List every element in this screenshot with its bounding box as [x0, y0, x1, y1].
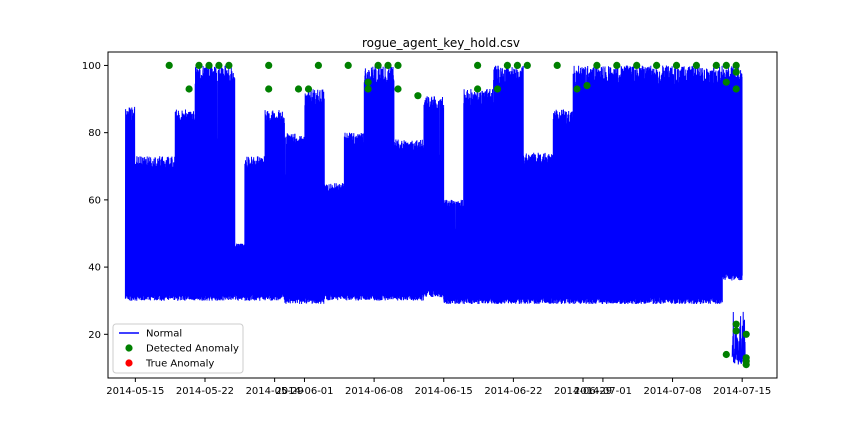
normal-segment-20 — [721, 66, 743, 281]
detected-anomaly-point-2 — [195, 61, 203, 69]
x-tick-label-1: 2014-05-22 — [176, 386, 234, 397]
x-tick-label-10: 2014-07-15 — [713, 386, 771, 397]
detected-anomaly-point-29 — [613, 61, 621, 69]
detected-anomaly-point-11 — [344, 61, 352, 69]
x-tick-label-5: 2014-06-15 — [415, 386, 473, 397]
x-tick-label-0: 2014-05-15 — [106, 386, 164, 397]
detected-anomaly-point-37 — [722, 350, 730, 359]
detected-anomaly-point-46 — [742, 361, 750, 369]
detected-anomaly-point-14 — [374, 61, 382, 69]
normal-segment-19 — [572, 65, 723, 305]
legend-true-swatch — [125, 359, 133, 367]
detected-anomaly-point-8 — [294, 85, 303, 93]
x-axis: 2014-05-15 2014-05-22 2014-05-292014-06-01… — [106, 378, 771, 397]
detected-anomaly-point-36 — [722, 78, 730, 86]
detected-anomaly-series — [165, 61, 750, 369]
legend-label-1: Detected Anomaly — [146, 344, 239, 355]
normal-segment-8 — [304, 89, 325, 304]
detected-anomaly-point-23 — [513, 61, 522, 69]
normal-segment-1 — [134, 156, 176, 301]
detected-anomaly-point-41 — [732, 68, 740, 76]
normal-segment-15 — [463, 88, 494, 305]
normal-segment-3 — [194, 65, 236, 301]
plot-marks — [124, 61, 750, 369]
detected-anomaly-point-34 — [712, 61, 720, 69]
x-tick-label-4: 2014-06-08 — [345, 386, 403, 397]
detected-anomaly-point-32 — [672, 61, 681, 69]
normal-segment-6 — [264, 110, 286, 301]
plot-frame — [107, 51, 778, 379]
normal-segment-13 — [423, 96, 445, 298]
y-tick-label-4: 100 — [82, 61, 101, 72]
y-tick-label-0: 20 — [88, 330, 101, 341]
detected-anomaly-point-5 — [225, 61, 233, 69]
x-tick-label-7: 2014-06-29 — [554, 386, 612, 397]
x-tick-label-3: 2014-06-01 — [275, 386, 333, 397]
detected-anomaly-point-22 — [503, 61, 511, 69]
y-tick-label-1: 40 — [88, 263, 101, 274]
legend-label-0: Normal — [146, 329, 182, 340]
normal-segment-2 — [174, 109, 196, 301]
y-tick-label-3: 80 — [88, 128, 101, 139]
detected-anomaly-point-42 — [732, 85, 740, 93]
normal-segment-16 — [493, 65, 524, 305]
detected-anomaly-point-4 — [215, 61, 223, 69]
detected-anomaly-point-0 — [165, 61, 173, 69]
legend: Normal Detected Anomaly True Anomaly — [112, 323, 244, 374]
detected-anomaly-point-43 — [742, 330, 750, 338]
y-axis: 20 40 60 80 100 — [82, 61, 108, 341]
legend-label-2: True Anomaly — [145, 359, 214, 370]
detected-anomaly-point-40 — [732, 61, 740, 69]
detected-anomaly-point-15 — [384, 61, 392, 69]
detected-anomaly-point-28 — [593, 61, 601, 69]
detected-anomaly-point-25 — [553, 61, 561, 69]
normal-segment-11 — [363, 65, 395, 301]
normal-series — [124, 65, 746, 365]
detected-anomaly-point-7 — [265, 61, 273, 69]
x-tick-label-8: 2014-07-01 — [574, 386, 632, 397]
detected-anomaly-point-26 — [573, 85, 581, 93]
detected-anomaly-point-19 — [474, 61, 482, 69]
normal-segment-12 — [393, 139, 425, 301]
legend-box — [112, 323, 244, 374]
detected-anomaly-point-9 — [304, 85, 313, 93]
detected-anomaly-point-12 — [364, 85, 372, 93]
x-tick-label-9: 2014-07-08 — [643, 386, 701, 397]
detected-anomaly-point-18 — [414, 92, 422, 100]
chart-title: rogue_agent_key_hold.csv — [362, 36, 520, 50]
detected-anomaly-point-6 — [265, 85, 273, 93]
x-tick-label-6: 2014-06-22 — [484, 386, 542, 397]
detected-anomaly-point-27 — [583, 82, 591, 90]
detected-anomaly-point-13 — [364, 78, 372, 86]
detected-anomaly-point-10 — [314, 61, 322, 69]
normal-segment-5 — [244, 156, 266, 301]
detected-anomaly-point-31 — [653, 61, 661, 69]
detected-anomaly-point-17 — [394, 85, 402, 93]
y-tick-label-2: 60 — [88, 195, 101, 206]
detected-anomaly-point-20 — [474, 85, 482, 93]
detected-anomaly-point-1 — [185, 85, 193, 93]
normal-segment-9 — [323, 183, 345, 301]
detected-anomaly-point-3 — [205, 61, 213, 69]
detected-anomaly-point-38 — [732, 320, 740, 328]
normal-segment-0 — [124, 106, 136, 301]
detected-anomaly-point-33 — [692, 61, 701, 69]
legend-detected-swatch — [125, 344, 133, 352]
normal-segment-10 — [343, 132, 365, 301]
normal-segment-17 — [522, 152, 554, 304]
normal-segment-14 — [443, 199, 465, 305]
normal-tail — [731, 311, 746, 365]
detected-anomaly-point-35 — [722, 61, 730, 69]
normal-segment-18 — [552, 109, 574, 305]
detected-anomaly-point-16 — [394, 61, 402, 69]
detected-anomaly-point-21 — [493, 85, 502, 93]
normal-segment-4 — [234, 243, 246, 301]
normal-segment-7 — [284, 133, 305, 305]
x-tick-label-2: 2014-05-29 — [246, 386, 304, 397]
detected-anomaly-point-39 — [732, 327, 740, 335]
detected-anomaly-point-30 — [633, 61, 641, 69]
detected-anomaly-point-24 — [523, 61, 531, 69]
